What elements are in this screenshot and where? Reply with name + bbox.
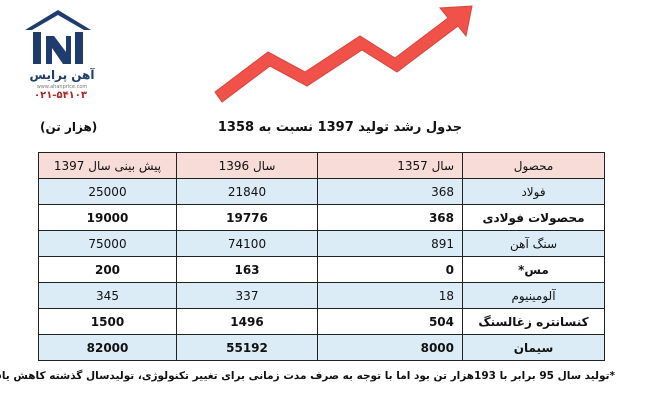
title: جدول رشد تولید 1397 نسبت به 1358 <box>217 120 463 135</box>
table-cell: مس* <box>462 256 605 283</box>
logo-name: آهن پرایس <box>29 68 95 82</box>
table-row: کنسانتره زغالسنگ 504 1496 1500 <box>38 308 605 335</box>
table-cell: 891 <box>317 230 463 257</box>
unit: (هزار تن) <box>40 120 98 134</box>
growth-arrow <box>214 5 473 103</box>
table-cell: آلومینیوم <box>462 282 605 309</box>
column-header: پیش بینی سال 1397 <box>38 152 177 179</box>
table-cell: 21840 <box>176 178 318 205</box>
table-cell: 55192 <box>176 334 318 361</box>
table-cell: 337 <box>176 282 318 309</box>
table-cell: 25000 <box>38 178 177 205</box>
table-cell: فولاد <box>462 178 605 205</box>
table-cell: سنگ آهن <box>462 230 605 257</box>
column-header: محصول <box>462 152 605 179</box>
table-cell: 0 <box>317 256 463 283</box>
column-header: سال 1396 <box>176 152 318 179</box>
table-cell: 74100 <box>176 230 318 257</box>
table-cell: محصولات فولادی <box>462 204 605 231</box>
table-cell: 368 <box>317 178 463 205</box>
column-header: سال 1357 <box>317 152 463 179</box>
table-row: سنگ آهن 891 74100 75000 <box>38 230 605 257</box>
footnote: *تولید سال 95 برابر با 193هزار تن بود ام… <box>0 370 615 382</box>
table-cell: 19000 <box>38 204 177 231</box>
table-row: آلومینیوم 18 337 345 <box>38 282 605 309</box>
table-cell: 163 <box>176 256 318 283</box>
logo-phone: ۰۲۱-۵۴۱۰۳ <box>34 90 87 101</box>
table: محصول سال 1357 سال 1396 پیش بینی سال 1397 فو… <box>38 152 605 361</box>
table-cell: سیمان <box>462 334 605 361</box>
table-cell: 8000 <box>317 334 463 361</box>
table-cell: 18 <box>317 282 463 309</box>
table-row: مس* 0 163 200 <box>38 256 605 283</box>
table-cell: 75000 <box>38 230 177 257</box>
table-cell: 345 <box>38 282 177 309</box>
table-cell: 368 <box>317 204 463 231</box>
logo-url: www.ahanprice.com <box>36 84 88 90</box>
table-cell: 19776 <box>176 204 318 231</box>
table-cell: 504 <box>317 308 463 335</box>
artwork <box>25 5 473 103</box>
table-cell: کنسانتره زغالسنگ <box>462 308 605 335</box>
table-cell: 1496 <box>176 308 318 335</box>
table-row: فولاد 368 21840 25000 <box>38 178 605 205</box>
logo-mark <box>25 10 91 64</box>
header-row: محصول سال 1357 سال 1396 پیش بینی سال 1397 <box>38 152 605 179</box>
table-row: سیمان 8000 55192 82000 <box>38 334 605 361</box>
table-cell: 82000 <box>38 334 177 361</box>
table-row: محصولات فولادی 368 19776 19000 <box>38 204 605 231</box>
table-cell: 1500 <box>38 308 177 335</box>
table-cell: 200 <box>38 256 177 283</box>
